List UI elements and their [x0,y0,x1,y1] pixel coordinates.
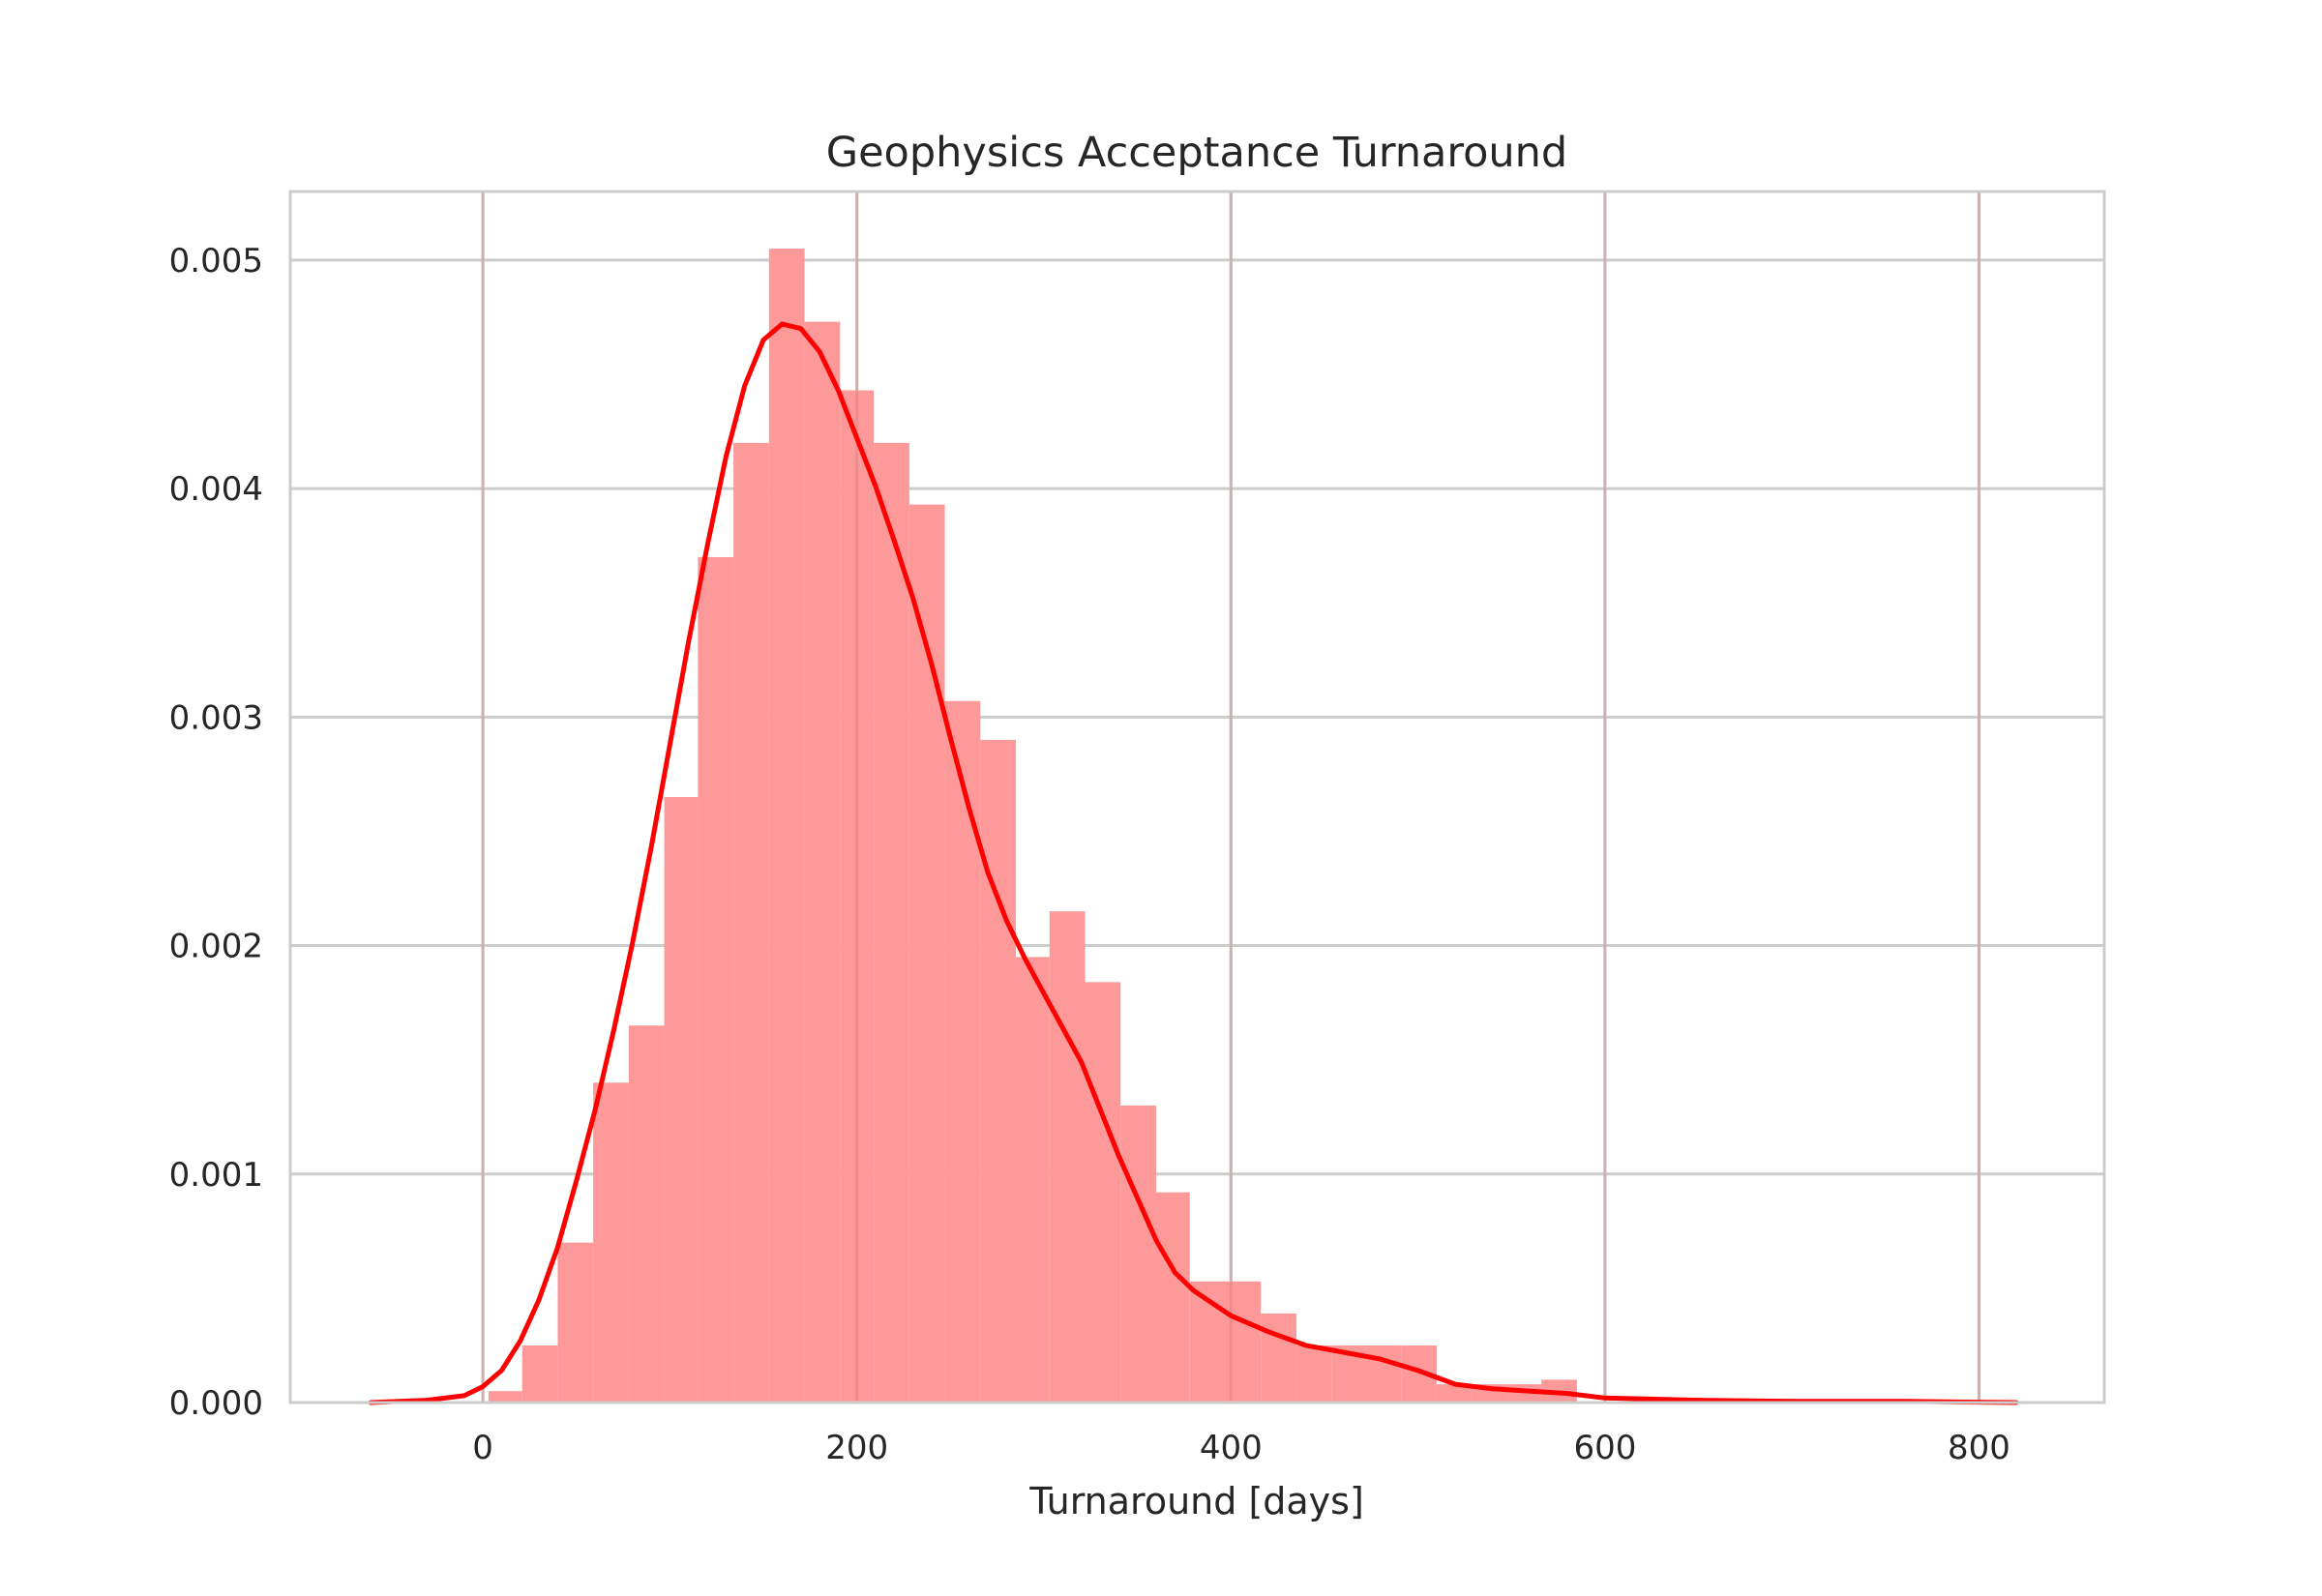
histogram-bar [488,1391,522,1403]
x-tick-label: 400 [1200,1429,1263,1467]
histogram-bar [840,390,875,1403]
histogram-bar [1085,982,1121,1403]
histogram-bar [1049,911,1086,1403]
y-tick-label: 0.003 [169,698,263,737]
histogram-bar [1365,1345,1402,1403]
histogram-bar [593,1082,629,1403]
y-tick-label: 0.001 [169,1156,263,1195]
x-tick-label: 800 [1948,1429,2010,1467]
histogram-bar [628,1025,665,1403]
histogram-bar [698,556,734,1403]
histogram-bar [1120,1105,1156,1403]
histogram-bar [1436,1384,1473,1403]
histogram-bar [1155,1192,1190,1403]
chart-title: Geophysics Acceptance Turnaround [826,129,1567,177]
y-tick-labels: 0.000 0.001 0.002 0.003 0.004 0.005 [169,242,263,1423]
y-tick-label: 0.005 [169,242,263,281]
histogram-bar [1261,1313,1296,1403]
x-tick-label: 600 [1573,1429,1636,1467]
y-tick-label: 0.002 [169,928,263,966]
histogram-bar [521,1345,558,1403]
histogram-bar [944,700,981,1403]
y-tick-label: 0.004 [169,470,263,509]
histogram-bar [874,442,909,1403]
x-tick-label: 200 [825,1429,888,1467]
x-axis-label: Turnaround [days] [1028,1480,1364,1522]
histogram-bar [664,797,699,1403]
grid-overlay [481,192,1980,1403]
histogram-bar [1016,957,1050,1403]
x-tick-labels: 0 200 400 600 800 [472,1429,2010,1467]
histogram-bar [768,249,805,1403]
histogram-bars [488,249,1577,1403]
kde-line [368,321,2019,1405]
y-tick-label: 0.000 [169,1384,263,1423]
histogram-bar [733,442,769,1403]
histogram-bar [557,1242,594,1403]
kde-curve [368,321,2019,1405]
histogram-bar [1295,1345,1332,1403]
plot-frame [288,190,2106,1404]
histogram-bar [1225,1281,1262,1403]
x-tick-label: 0 [472,1429,493,1467]
histogram-bar [804,321,841,1403]
histogram-bar [980,739,1016,1403]
